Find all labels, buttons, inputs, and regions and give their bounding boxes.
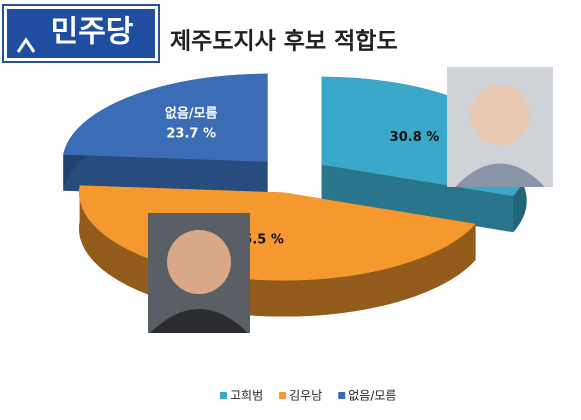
- logo-text: 민주당: [51, 15, 134, 50]
- data-label: 23.7 %: [166, 127, 216, 142]
- legend-label: 김우남: [289, 389, 322, 403]
- legend-swatch: [279, 392, 287, 399]
- legend-swatch: [220, 392, 227, 399]
- legend-swatch: [338, 392, 346, 399]
- slice-category: 없음/모름: [165, 106, 218, 122]
- photos: [148, 67, 553, 333]
- photo-body: [455, 163, 545, 187]
- legend: 고희범 김우남 없음/모름: [220, 389, 396, 403]
- chart-title: 제주도지사 후보 적합도: [170, 29, 398, 55]
- slice: [63, 73, 268, 162]
- slice-side: [321, 164, 514, 233]
- data-label: 30.8 %: [390, 130, 440, 145]
- legend-label: 없음/모름: [348, 389, 396, 403]
- photo-face: [167, 230, 231, 294]
- photo-body: [150, 309, 248, 333]
- photo-face: [470, 85, 530, 145]
- legend-label: 고희범: [230, 389, 263, 403]
- logo-mark: [16, 37, 36, 53]
